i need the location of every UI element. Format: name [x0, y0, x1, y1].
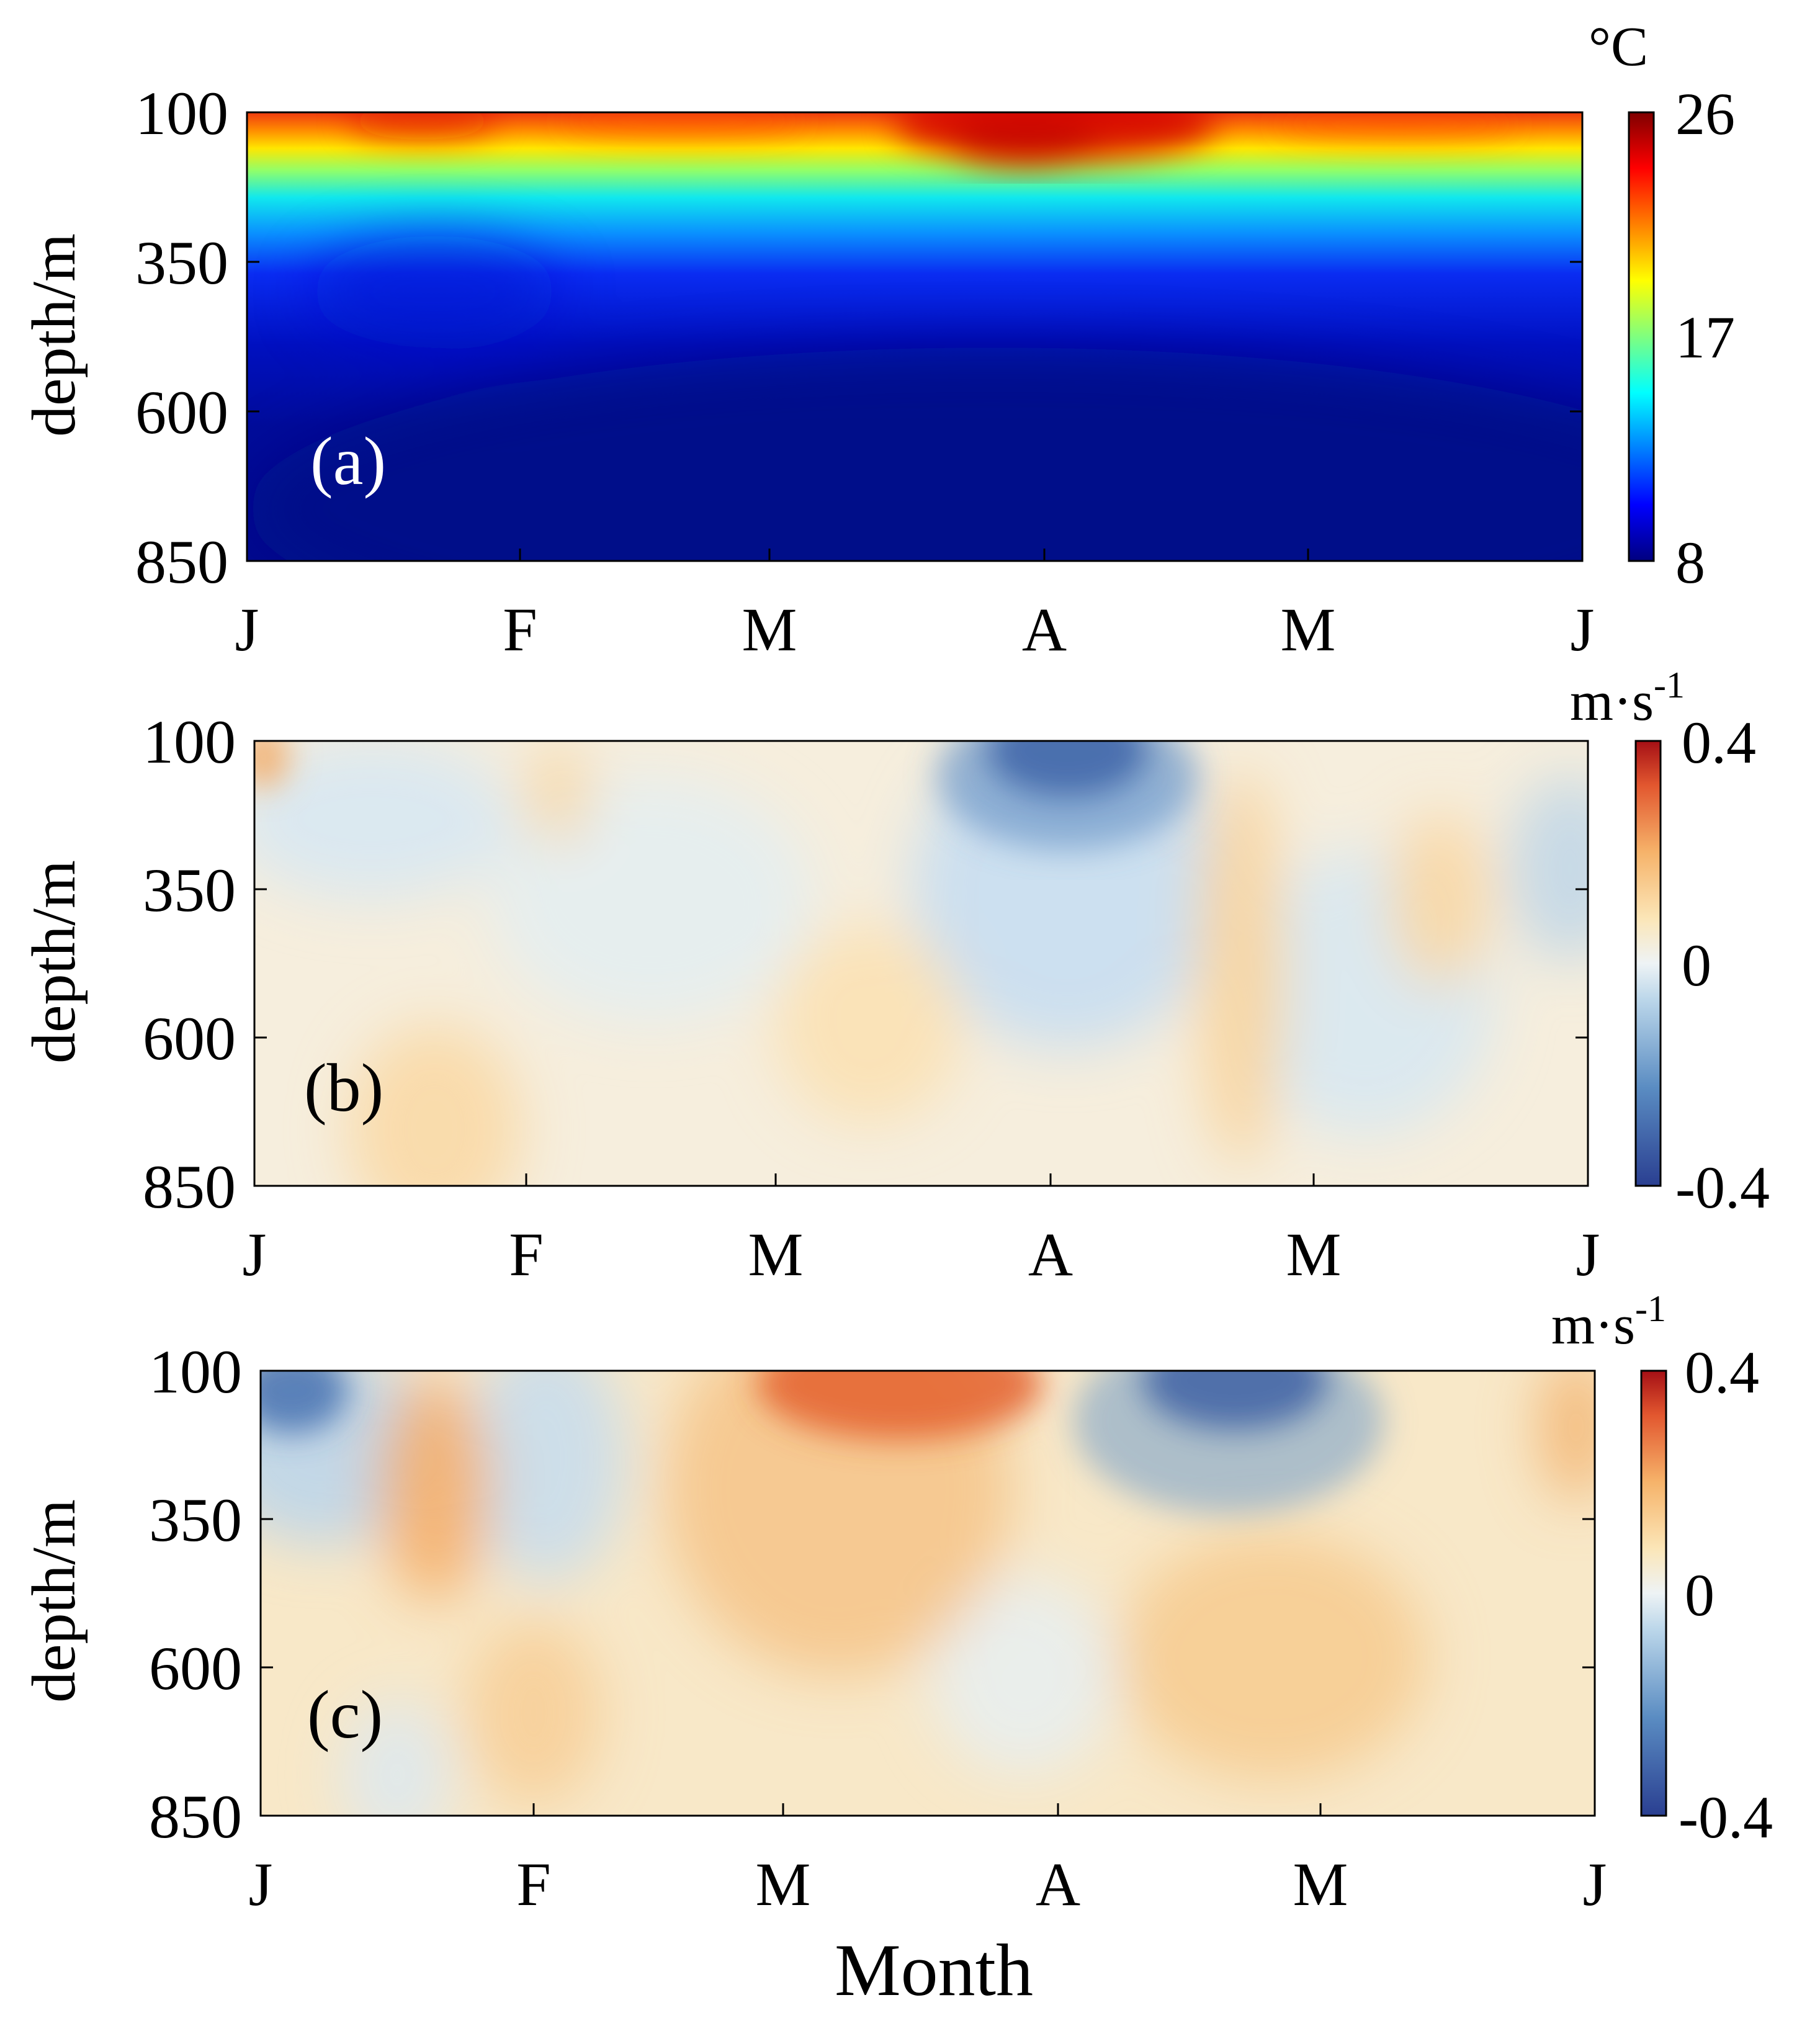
neg-anomaly — [465, 1371, 627, 1582]
panel-b-x-ticks — [525, 1173, 1315, 1186]
unit-base: m·s — [1570, 671, 1654, 732]
y-tick-label: 100 — [143, 707, 236, 776]
neg-anomaly — [931, 1576, 1117, 1775]
x-tick-label: M — [1281, 595, 1336, 664]
colorbar-tick: 0 — [1682, 932, 1711, 998]
pos-anomaly — [776, 925, 962, 1123]
x-tick-label: M — [756, 1850, 811, 1919]
panel-a-y-ticks — [247, 111, 1582, 413]
pos-corner — [254, 741, 289, 788]
strong-pos-core — [757, 1371, 1042, 1440]
y-tick-label: 350 — [143, 856, 236, 925]
warm-patch — [1272, 112, 1520, 140]
x-tick-label: J — [1571, 595, 1595, 664]
colorbar-tick: 0.4 — [1685, 1339, 1759, 1406]
x-tick-label: M — [1286, 1220, 1342, 1289]
y-tick-label: 850 — [143, 1152, 236, 1221]
neg-anomaly — [341, 1700, 453, 1816]
colorbar-unit: °C — [1589, 16, 1648, 78]
colorbar-tick: 0 — [1685, 1562, 1715, 1628]
colorbar-c — [1640, 1370, 1667, 1817]
y-tick-label: 350 — [135, 228, 228, 297]
y-axis-label: depth/m — [19, 233, 88, 437]
cold-patch — [310, 236, 558, 347]
panel-a-x-ticks — [519, 549, 1309, 561]
y-axis-label: depth/m — [19, 1499, 88, 1703]
colorbar-b — [1634, 740, 1662, 1187]
pos-anomaly — [527, 745, 589, 844]
unit-exponent: -1 — [1635, 1288, 1666, 1329]
panel-b-heatmap — [254, 741, 1588, 1186]
x-tick-label: M — [742, 595, 797, 664]
x-tick-label: A — [1036, 1850, 1080, 1919]
neg-corner — [261, 1371, 347, 1433]
pos-anomaly — [1539, 1371, 1595, 1502]
y-tick-label: 600 — [135, 378, 228, 447]
panel-c-y-ticks — [261, 1370, 1595, 1669]
x-tick-label: M — [748, 1220, 804, 1289]
panel-b-frame — [253, 740, 1589, 1187]
y-tick-label: 100 — [135, 79, 228, 148]
panel-b: 100 350 600 850 J F M A M J depth/m (b) … — [19, 665, 1770, 1289]
panel-c-x-ticks — [532, 1803, 1322, 1816]
y-tick-label: 600 — [143, 1004, 236, 1073]
colorbar-tick: 26 — [1675, 81, 1735, 147]
colorbar-unit: m·s-1 — [1570, 665, 1685, 732]
y-tick-label: 600 — [149, 1634, 242, 1703]
x-tick-label: A — [1022, 595, 1067, 664]
pos-anomaly — [664, 1371, 1011, 1675]
y-axis-label: depth/m — [19, 860, 88, 1064]
colorbar-a — [1628, 111, 1655, 562]
pos-anomaly — [1390, 813, 1489, 987]
x-tick-label: J — [249, 1850, 273, 1919]
x-tick-label: M — [1293, 1850, 1348, 1919]
x-axis-label: Month — [835, 1929, 1033, 2011]
panel-b-y-ticks — [254, 740, 1588, 1039]
panel-label: (a) — [310, 423, 386, 499]
neg-anomaly — [1508, 776, 1588, 962]
y-tick-label: 100 — [149, 1337, 242, 1406]
x-tick-label: J — [1583, 1850, 1607, 1919]
neg-anomaly — [254, 741, 515, 900]
colorbar-tick: 0.4 — [1682, 709, 1756, 776]
x-tick-label: F — [503, 595, 537, 664]
unit-exponent: -1 — [1654, 665, 1685, 706]
panel-c-heatmap — [261, 1371, 1595, 1816]
neg-halo — [937, 741, 1198, 850]
warm-patch — [347, 112, 496, 140]
pos-anomaly — [379, 1378, 490, 1601]
panel-label: (c) — [307, 1677, 383, 1752]
x-tick-label: J — [243, 1220, 267, 1289]
pos-anomaly — [1198, 769, 1284, 1167]
x-tick-label: J — [1576, 1220, 1600, 1289]
panel-a: 100 350 600 850 J F M A M J depth/m (a) … — [19, 16, 1735, 664]
x-tick-label: J — [235, 595, 259, 664]
pos-anomaly — [1117, 1533, 1427, 1781]
colorbar-tick: -0.4 — [1675, 1154, 1770, 1221]
y-tick-label: 850 — [149, 1782, 242, 1851]
y-tick-label: 350 — [149, 1486, 242, 1554]
panel-c: 100 350 600 850 J F M A M J depth/m (c) … — [19, 1288, 1773, 2011]
x-tick-label: F — [516, 1850, 551, 1919]
pos-anomaly — [465, 1620, 602, 1806]
panel-c-frame — [259, 1370, 1596, 1817]
colorbar-tick: 17 — [1675, 304, 1735, 370]
pos-anomaly — [347, 1024, 521, 1186]
y-tick-label: 850 — [135, 527, 228, 596]
unit-base: m·s — [1551, 1294, 1635, 1356]
colorbar-unit: m·s-1 — [1551, 1288, 1666, 1356]
neg-halo — [1074, 1371, 1384, 1514]
cold-deep — [248, 347, 1582, 561]
x-tick-label: A — [1028, 1220, 1073, 1289]
warm-patch — [558, 112, 807, 137]
panel-label: (b) — [304, 1050, 383, 1126]
colorbar-tick: -0.4 — [1679, 1784, 1773, 1850]
x-tick-label: F — [509, 1220, 544, 1289]
panel-a-frame — [246, 111, 1584, 562]
warm-patch — [949, 118, 1098, 168]
panel-a-heatmap — [247, 112, 1582, 561]
colorbar-tick: 8 — [1675, 529, 1705, 596]
